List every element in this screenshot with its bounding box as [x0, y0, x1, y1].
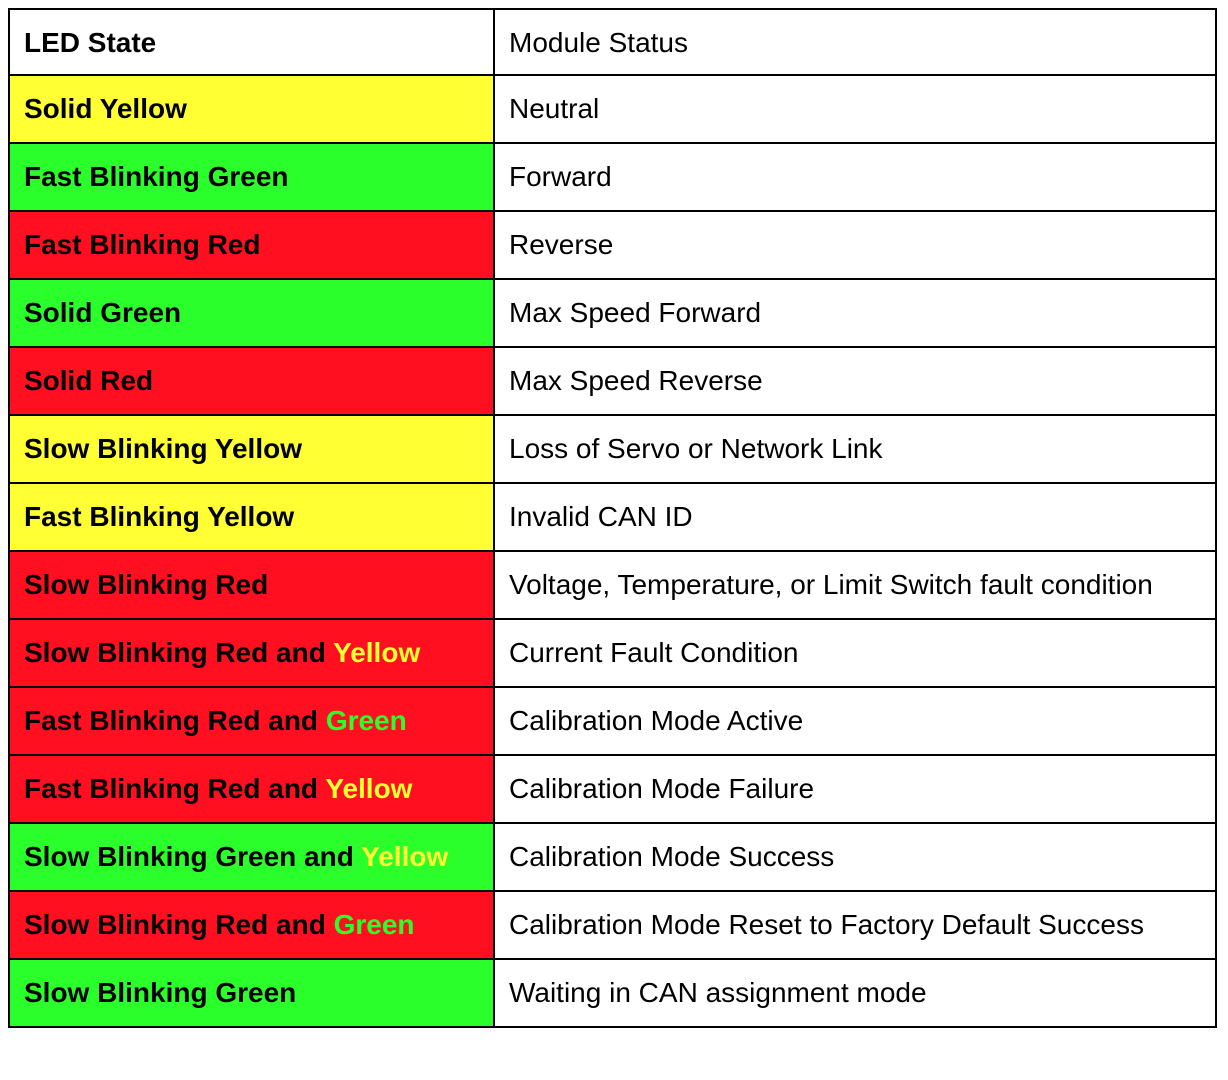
- led-state-cell: Fast Blinking Green: [8, 142, 495, 212]
- led-state-text: Slow Blinking Red and: [24, 637, 334, 668]
- table-row: Solid Green Max Speed Forward: [8, 278, 1217, 348]
- led-state-text: Slow Blinking Yellow: [24, 433, 302, 464]
- header-module-status: Module Status: [493, 8, 1217, 76]
- table-row: Slow Blinking Green Waiting in CAN assign…: [8, 958, 1217, 1028]
- led-state-cell: Slow Blinking Green and Yellow: [8, 822, 495, 892]
- table-row: Fast Blinking Red and Yellow Calibration …: [8, 754, 1217, 824]
- table-row: Slow Blinking Yellow Loss of Servo or Net…: [8, 414, 1217, 484]
- led-status-table-container: LED State Module Status Solid Yellow Neut…: [8, 8, 1217, 1028]
- led-state-text: Solid Red: [24, 365, 154, 396]
- module-status-cell: Invalid CAN ID: [493, 482, 1217, 552]
- table-row: Fast Blinking Red Reverse: [8, 210, 1217, 280]
- led-status-table: LED State Module Status Solid Yellow Neut…: [8, 8, 1217, 1028]
- module-status-cell: Calibration Mode Reset to Factory Defaul…: [493, 890, 1217, 960]
- table-row: Solid Red Max Speed Reverse: [8, 346, 1217, 416]
- table-row: Slow Blinking Red and Yellow Current Faul…: [8, 618, 1217, 688]
- header-led-state: LED State: [8, 8, 495, 76]
- led-color-highlight: Yellow: [325, 773, 413, 804]
- module-status-cell: Waiting in CAN assignment mode: [493, 958, 1217, 1028]
- table-row: Slow Blinking Red Voltage, Temperature, o…: [8, 550, 1217, 620]
- module-status-cell: Calibration Mode Failure: [493, 754, 1217, 824]
- table-row: Fast Blinking Green Forward: [8, 142, 1217, 212]
- led-color-highlight: Yellow: [361, 841, 449, 872]
- led-state-cell: Slow Blinking Red and Green: [8, 890, 495, 960]
- led-state-cell: Solid Green: [8, 278, 495, 348]
- table-row: Fast Blinking Yellow Invalid CAN ID: [8, 482, 1217, 552]
- led-state-text: Solid Yellow: [24, 93, 187, 124]
- module-status-cell: Loss of Servo or Network Link: [493, 414, 1217, 484]
- led-state-cell: Slow Blinking Red: [8, 550, 495, 620]
- table-row: Slow Blinking Red and Green Calibration M…: [8, 890, 1217, 960]
- led-state-cell: Solid Yellow: [8, 74, 495, 144]
- table-body: Solid Yellow Neutral Fast Blinking Green Fo…: [8, 74, 1217, 1028]
- led-state-text: Slow Blinking Red and: [24, 909, 334, 940]
- module-status-cell: Max Speed Reverse: [493, 346, 1217, 416]
- module-status-cell: Calibration Mode Active: [493, 686, 1217, 756]
- module-status-cell: Voltage, Temperature, or Limit Switch fa…: [493, 550, 1217, 620]
- table-header-row: LED State Module Status: [8, 8, 1217, 76]
- table-row: Fast Blinking Red and Green Calibration M…: [8, 686, 1217, 756]
- table-row: Solid Yellow Neutral: [8, 74, 1217, 144]
- led-color-highlight: Yellow: [333, 637, 421, 668]
- led-state-cell: Fast Blinking Yellow: [8, 482, 495, 552]
- led-state-text: Fast Blinking Red: [24, 229, 261, 260]
- module-status-cell: Reverse: [493, 210, 1217, 280]
- table-row: Slow Blinking Green and Yellow Calibratio…: [8, 822, 1217, 892]
- led-state-text: Slow Blinking Green: [24, 977, 297, 1008]
- module-status-cell: Forward: [493, 142, 1217, 212]
- module-status-cell: Current Fault Condition: [493, 618, 1217, 688]
- led-state-cell: Slow Blinking Yellow: [8, 414, 495, 484]
- led-state-text: Slow Blinking Red: [24, 569, 269, 600]
- led-state-cell: Fast Blinking Red and Yellow: [8, 754, 495, 824]
- led-state-cell: Slow Blinking Red and Yellow: [8, 618, 495, 688]
- led-state-cell: Fast Blinking Red: [8, 210, 495, 280]
- led-state-text: Solid Green: [24, 297, 182, 328]
- led-state-text: Fast Blinking Green: [24, 161, 289, 192]
- led-state-text: Fast Blinking Red and: [24, 773, 326, 804]
- led-state-text: Fast Blinking Yellow: [24, 501, 295, 532]
- led-state-cell: Slow Blinking Green: [8, 958, 495, 1028]
- module-status-cell: Max Speed Forward: [493, 278, 1217, 348]
- led-color-highlight: Green: [333, 909, 415, 940]
- led-state-cell: Solid Red: [8, 346, 495, 416]
- led-state-text: Fast Blinking Red and: [24, 705, 326, 736]
- led-color-highlight: Green: [325, 705, 407, 736]
- led-state-text: Slow Blinking Green and: [24, 841, 362, 872]
- module-status-cell: Neutral: [493, 74, 1217, 144]
- led-state-cell: Fast Blinking Red and Green: [8, 686, 495, 756]
- module-status-cell: Calibration Mode Success: [493, 822, 1217, 892]
